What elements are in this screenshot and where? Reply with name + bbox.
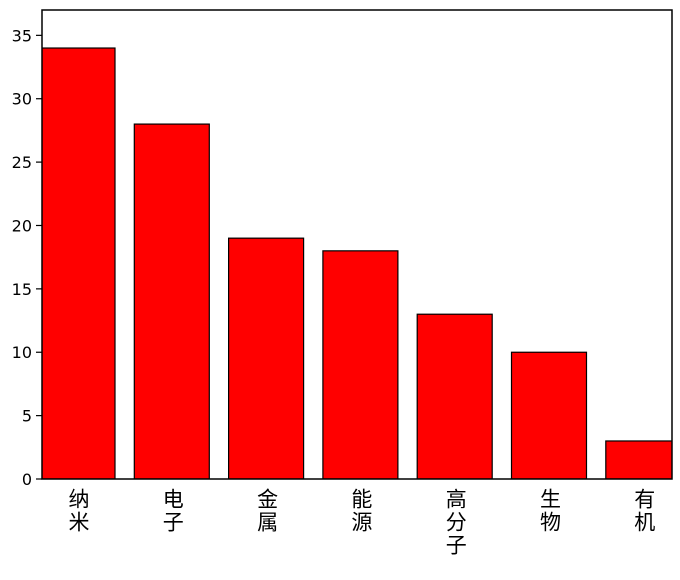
y-tick-label: 5 <box>22 407 32 426</box>
axes-frame <box>41 9 673 480</box>
x-tick-label: 能源 <box>349 488 373 534</box>
x-tick-label: 生物 <box>538 488 562 534</box>
x-tick-label: 有机 <box>632 488 656 534</box>
y-tick-label: 15 <box>12 280 32 299</box>
plot-area <box>42 47 672 479</box>
y-tick-label: 30 <box>12 90 32 109</box>
x-tick-label: 高分子 <box>443 488 467 557</box>
bar <box>228 237 305 479</box>
bar <box>322 250 399 479</box>
y-tick-label: 10 <box>12 343 32 362</box>
bar <box>416 313 493 479</box>
y-tick-label: 35 <box>12 26 32 45</box>
bar <box>133 123 210 479</box>
x-tick-label: 金属 <box>255 488 279 534</box>
y-tick-label: 20 <box>12 216 32 235</box>
y-tick-label: 0 <box>22 470 32 489</box>
x-tick-label: 纳米 <box>66 488 90 534</box>
bar <box>42 47 116 479</box>
y-tick-label: 25 <box>12 153 32 172</box>
x-tick-label: 电子 <box>160 488 183 534</box>
bar <box>605 440 672 479</box>
bar <box>510 351 588 479</box>
